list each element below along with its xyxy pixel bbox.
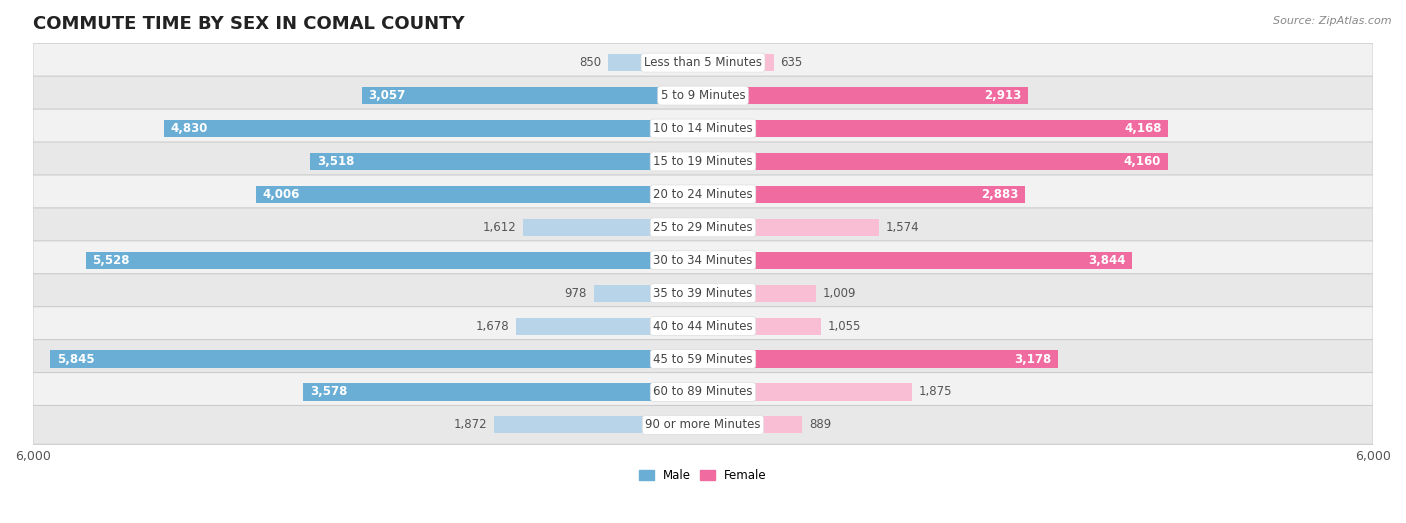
Bar (593, 285, 703, 302)
FancyBboxPatch shape (32, 306, 1374, 346)
Bar (304, 383, 703, 401)
Bar (523, 219, 703, 236)
Bar (163, 120, 703, 137)
Text: COMMUTE TIME BY SEX IN COMAL COUNTY: COMMUTE TIME BY SEX IN COMAL COUNTY (32, 15, 464, 33)
Text: 3,057: 3,057 (368, 89, 405, 102)
Text: 4,168: 4,168 (1125, 122, 1161, 135)
Text: 1,872: 1,872 (454, 418, 488, 431)
Text: 30 to 34 Minutes: 30 to 34 Minutes (654, 254, 752, 267)
Bar (703, 120, 1168, 137)
FancyBboxPatch shape (32, 208, 1374, 247)
Text: 889: 889 (808, 418, 831, 431)
FancyBboxPatch shape (32, 142, 1374, 181)
Bar (361, 87, 703, 104)
Bar (703, 87, 1028, 104)
Text: 1,612: 1,612 (482, 221, 516, 234)
Text: 45 to 59 Minutes: 45 to 59 Minutes (654, 353, 752, 366)
Bar (703, 54, 773, 71)
Text: Source: ZipAtlas.com: Source: ZipAtlas.com (1274, 16, 1392, 26)
Bar (494, 416, 703, 434)
Bar (703, 350, 1057, 368)
Text: 90 or more Minutes: 90 or more Minutes (645, 418, 761, 431)
Text: 15 to 19 Minutes: 15 to 19 Minutes (654, 155, 752, 168)
Text: 1,574: 1,574 (886, 221, 920, 234)
Text: 35 to 39 Minutes: 35 to 39 Minutes (654, 287, 752, 300)
Text: 5 to 9 Minutes: 5 to 9 Minutes (661, 89, 745, 102)
Bar (703, 186, 1025, 203)
Text: 25 to 29 Minutes: 25 to 29 Minutes (654, 221, 752, 234)
Text: 3,844: 3,844 (1088, 254, 1126, 267)
Text: 10 to 14 Minutes: 10 to 14 Minutes (654, 122, 752, 135)
Bar (703, 383, 912, 401)
Text: 5,528: 5,528 (93, 254, 129, 267)
FancyBboxPatch shape (32, 241, 1374, 280)
Text: 4,830: 4,830 (170, 122, 208, 135)
FancyBboxPatch shape (32, 76, 1374, 115)
Text: 2,913: 2,913 (984, 89, 1022, 102)
Text: 1,678: 1,678 (475, 320, 509, 333)
Text: 5,845: 5,845 (58, 353, 94, 366)
FancyBboxPatch shape (32, 175, 1374, 214)
Text: 4,160: 4,160 (1123, 155, 1161, 168)
Text: 40 to 44 Minutes: 40 to 44 Minutes (654, 320, 752, 333)
Text: 1,009: 1,009 (823, 287, 856, 300)
FancyBboxPatch shape (32, 109, 1374, 148)
Text: 3,178: 3,178 (1014, 353, 1052, 366)
Bar (607, 54, 703, 71)
Bar (703, 285, 815, 302)
Bar (703, 153, 1167, 170)
Text: 20 to 24 Minutes: 20 to 24 Minutes (654, 188, 752, 201)
Text: 4,006: 4,006 (263, 188, 299, 201)
Text: 3,578: 3,578 (311, 385, 347, 399)
FancyBboxPatch shape (32, 405, 1374, 445)
FancyBboxPatch shape (32, 43, 1374, 82)
Legend: Male, Female: Male, Female (634, 464, 772, 487)
Bar (311, 153, 703, 170)
Bar (51, 350, 703, 368)
Text: 978: 978 (565, 287, 588, 300)
Bar (703, 416, 803, 434)
Bar (703, 317, 821, 335)
Text: 60 to 89 Minutes: 60 to 89 Minutes (654, 385, 752, 399)
Text: Less than 5 Minutes: Less than 5 Minutes (644, 56, 762, 69)
Text: 2,883: 2,883 (981, 188, 1018, 201)
FancyBboxPatch shape (32, 274, 1374, 313)
Text: 1,875: 1,875 (920, 385, 953, 399)
Text: 850: 850 (579, 56, 602, 69)
Bar (516, 317, 703, 335)
Text: 1,055: 1,055 (828, 320, 860, 333)
Bar (703, 219, 879, 236)
Bar (86, 252, 703, 269)
Bar (703, 252, 1132, 269)
Text: 3,518: 3,518 (316, 155, 354, 168)
Bar (256, 186, 703, 203)
FancyBboxPatch shape (32, 372, 1374, 412)
FancyBboxPatch shape (32, 339, 1374, 379)
Text: 635: 635 (780, 56, 803, 69)
